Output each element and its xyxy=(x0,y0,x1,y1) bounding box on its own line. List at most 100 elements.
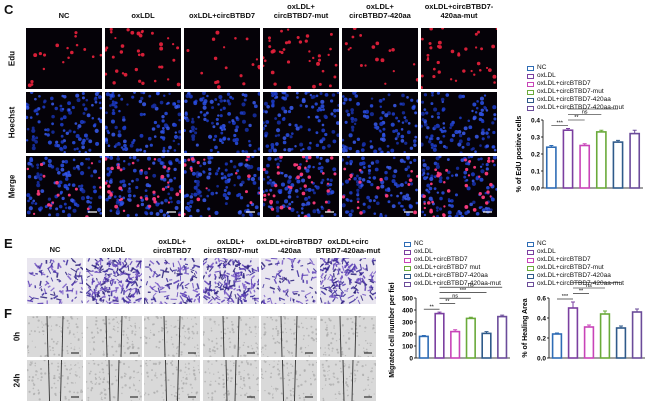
legend-item: NC xyxy=(527,64,624,72)
bar-5 xyxy=(631,311,643,359)
legend-item: oxLDL+circBTBD7-420aa-mut xyxy=(527,104,624,112)
error-bar-4 xyxy=(619,325,623,328)
micrograph-2-3 xyxy=(263,156,339,217)
legend-label: oxLDL+circBTBD7 xyxy=(537,80,591,87)
wound-image-1-3 xyxy=(202,360,259,401)
error-bar-1 xyxy=(566,128,570,131)
error-bar-5 xyxy=(500,314,505,317)
error-bar-0 xyxy=(549,145,554,148)
wound-image-0-0 xyxy=(27,316,83,357)
legend-swatch xyxy=(404,241,411,247)
micrograph-2-4 xyxy=(342,156,418,217)
panel-e-header-2: oxLDL+ circBTBD7 xyxy=(153,237,192,255)
legend-label: oxLDL+circBTBD7 xyxy=(537,256,591,263)
panel-c-legend: NC oxLDL oxLDL+circBTBD7 oxLDL+circBTBD7-mu… xyxy=(527,64,624,112)
panel-c-row-label-hoechst: Hoechst xyxy=(7,106,17,138)
y-axis-label: Migrated cell number per field xyxy=(389,282,396,378)
error-bar-2 xyxy=(582,143,587,146)
y-tick-label: 0.1 xyxy=(531,168,540,175)
legend-item: oxLDL+circBTBD7-420aa xyxy=(527,272,624,280)
legend-label: oxLDL+circBTBD7-420aa-mut xyxy=(414,280,501,287)
legend-item: oxLDL+circBTBD7 xyxy=(404,256,501,264)
wound-image-0-3 xyxy=(202,316,259,357)
bar-0 xyxy=(551,333,563,359)
y-tick-label: 400 xyxy=(402,307,413,314)
y-tick-label: 0.0 xyxy=(531,185,540,192)
bar-1 xyxy=(434,312,445,359)
panel-f-row-label-0h: 0h xyxy=(12,331,22,341)
legend-swatch xyxy=(527,249,534,255)
micrograph-2-5 xyxy=(421,156,497,217)
bar-0 xyxy=(545,146,557,189)
legend-label: NC xyxy=(537,64,547,71)
error-bar-5 xyxy=(635,308,639,312)
legend-swatch xyxy=(404,249,411,255)
panel-c-header-3: oxLDL+ circBTBD7-mut xyxy=(273,2,329,20)
legend-label: oxLDL+circBTBD7-420aa-mut xyxy=(537,280,624,287)
micrograph-1-0 xyxy=(26,92,102,153)
y-axis-label: % of Healing Area xyxy=(522,298,529,357)
legend-swatch xyxy=(527,97,534,103)
micrograph-2-2 xyxy=(184,156,260,217)
error-bar-4 xyxy=(484,331,489,334)
legend-swatch xyxy=(404,281,411,287)
legend-label: oxLDL+circBTBD7-420aa xyxy=(537,96,611,103)
legend-swatch xyxy=(404,265,411,271)
healing-area-chart: 0.00.20.40.6% of Healing Area*****ns**ns xyxy=(522,282,645,362)
bar-5 xyxy=(497,315,508,359)
legend-label: NC xyxy=(414,240,424,247)
legend-item: oxLDL+circBTBD7-420aa-mut xyxy=(527,280,624,288)
legend-swatch xyxy=(527,257,534,263)
micrograph-1-3 xyxy=(263,92,339,153)
y-axis-label: % of EdU positive cells xyxy=(516,116,523,193)
micrograph-1-5 xyxy=(421,92,497,153)
transwell-image-1 xyxy=(85,258,142,304)
panel-f-legend: NC oxLDL oxLDL+circBTBD7 oxLDL+circBTBD7-mu… xyxy=(527,240,624,288)
legend-item: oxLDL+circBTBD7-420aa xyxy=(527,96,624,104)
panel-e-header-0: NC xyxy=(49,245,61,254)
significance-label: *** xyxy=(460,288,467,294)
legend-swatch xyxy=(527,81,534,87)
significance-label: *** xyxy=(562,294,569,300)
transwell-image-0 xyxy=(27,258,83,304)
legend-item: oxLDL+circBTBD7 xyxy=(527,256,624,264)
legend-item: NC xyxy=(404,240,501,248)
transwell-image-4 xyxy=(261,258,318,304)
transwell-image-5 xyxy=(320,258,376,304)
legend-item: oxLDL+circBTBD7 xyxy=(527,80,624,88)
panel-f-row-label-24h: 24h xyxy=(12,373,22,387)
error-bar-3 xyxy=(603,310,607,314)
y-tick-label: 300 xyxy=(402,319,413,326)
legend-item: oxLDL+circBTBD7 mut xyxy=(404,264,501,272)
legend-swatch xyxy=(527,241,534,247)
error-bar-3 xyxy=(599,129,604,132)
bar-3 xyxy=(595,131,607,189)
significance-label: ** xyxy=(579,289,584,295)
significance-label: ns xyxy=(452,293,458,299)
legend-swatch xyxy=(404,273,411,279)
wound-image-0-4 xyxy=(261,316,318,357)
wound-image-1-1 xyxy=(85,360,142,401)
legend-item: NC xyxy=(527,240,624,248)
legend-item: oxLDL+circBTBD7-420aa-mut xyxy=(404,280,501,288)
legend-label: oxLDL+circBTBD7-420aa xyxy=(537,272,611,279)
bar-4 xyxy=(481,332,492,359)
y-tick-label: 0.2 xyxy=(537,335,546,342)
panel-c-header-5: oxLDL+circBTBD7- 420aa-mut xyxy=(424,2,494,20)
panel-c-row-label-merge: Merge xyxy=(7,174,17,198)
legend-label: oxLDL+circBTBD7-mut xyxy=(537,88,604,95)
legend-label: oxLDL+circBTBD7 mut xyxy=(414,264,481,271)
micrograph-2-1 xyxy=(105,156,181,217)
bar-0 xyxy=(418,335,429,359)
legend-swatch xyxy=(527,273,534,279)
micrograph-0-4 xyxy=(342,28,418,89)
y-tick-label: 200 xyxy=(402,331,413,338)
micrograph-1-4 xyxy=(342,92,418,153)
legend-item: oxLDL xyxy=(404,248,501,256)
micrograph-0-2 xyxy=(184,28,260,89)
significance-label: ns xyxy=(468,282,474,288)
legend-swatch xyxy=(404,257,411,263)
bar-2 xyxy=(450,330,461,359)
legend-label: oxLDL xyxy=(537,72,556,79)
significance-label: ns xyxy=(586,283,592,289)
